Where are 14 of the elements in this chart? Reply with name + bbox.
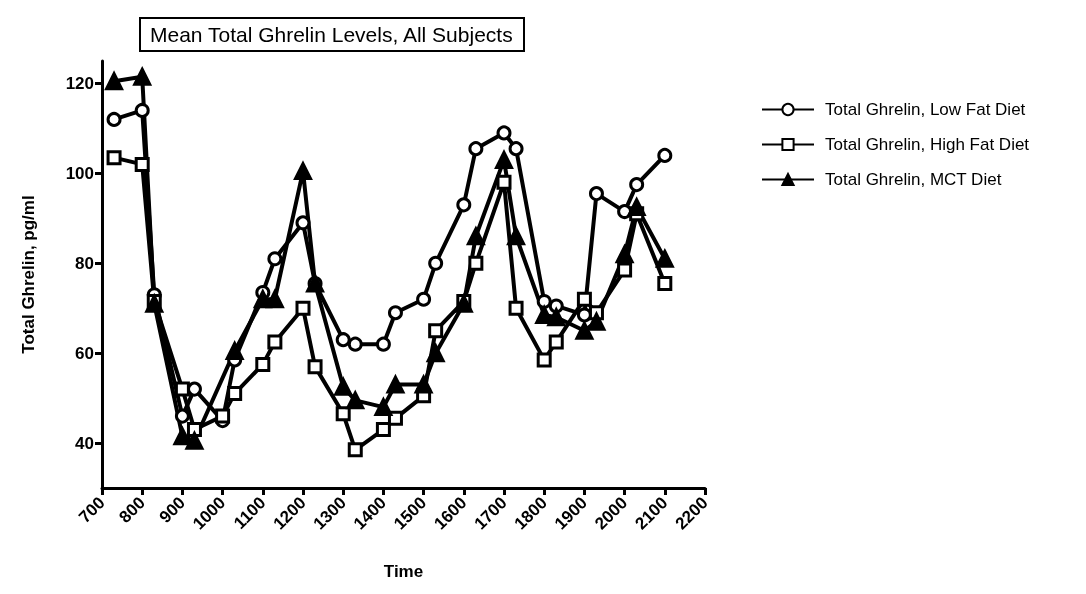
y-tick-label: 80 [75,253,94,273]
legend-label: Total Ghrelin, Low Fat Diet [825,100,1026,119]
y-tick-label: 100 [65,163,94,183]
y-tick-label: 40 [75,433,94,453]
y-tick-label: 120 [65,73,94,93]
x-tick-label: 800 [115,493,149,527]
legend-label: Total Ghrelin, MCT Diet [825,170,1002,189]
y-tick-label: 60 [75,343,94,363]
legend-label: Total Ghrelin, High Fat Diet [825,135,1030,154]
chart-title: Mean Total Ghrelin Levels, All Subjects [150,23,513,46]
y-axis-title: Total Ghrelin, pg/ml [19,195,38,354]
x-tick-label: 900 [155,493,190,527]
x-tick-label: 700 [75,493,109,527]
x-axis-title: Time [383,562,424,581]
